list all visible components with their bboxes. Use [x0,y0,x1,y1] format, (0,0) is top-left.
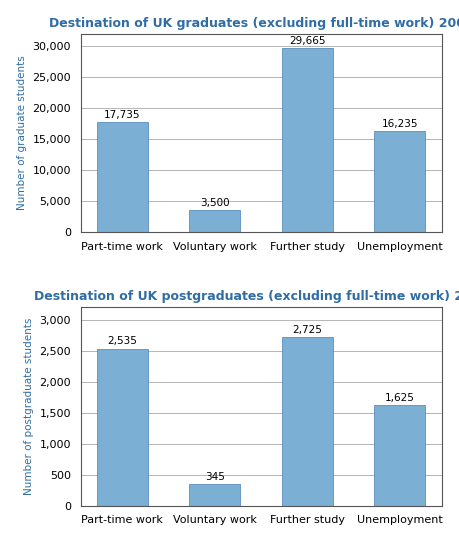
Bar [374,131,425,232]
Text: 3,500: 3,500 [200,198,229,208]
Y-axis label: Number of graduate students: Number of graduate students [17,55,27,210]
Title: Destination of UK postgraduates (excluding full-time work) 2008: Destination of UK postgraduates (excludi… [34,291,459,304]
Text: 16,235: 16,235 [381,119,417,129]
Bar [189,484,240,506]
Title: Destination of UK graduates (excluding full-time work) 2008: Destination of UK graduates (excluding f… [49,17,459,30]
Bar [281,48,332,232]
Text: 1,625: 1,625 [384,393,414,403]
Text: 29,665: 29,665 [289,36,325,46]
Bar [281,337,332,506]
Text: 17,735: 17,735 [104,110,140,120]
Y-axis label: Number of postgraduate students: Number of postgraduate students [23,318,34,495]
Bar [97,349,147,506]
Text: 2,725: 2,725 [292,325,322,334]
Bar [189,210,240,232]
Bar [374,405,425,506]
Text: 2,535: 2,535 [107,337,137,346]
Bar [97,122,147,232]
Text: 345: 345 [205,472,224,482]
